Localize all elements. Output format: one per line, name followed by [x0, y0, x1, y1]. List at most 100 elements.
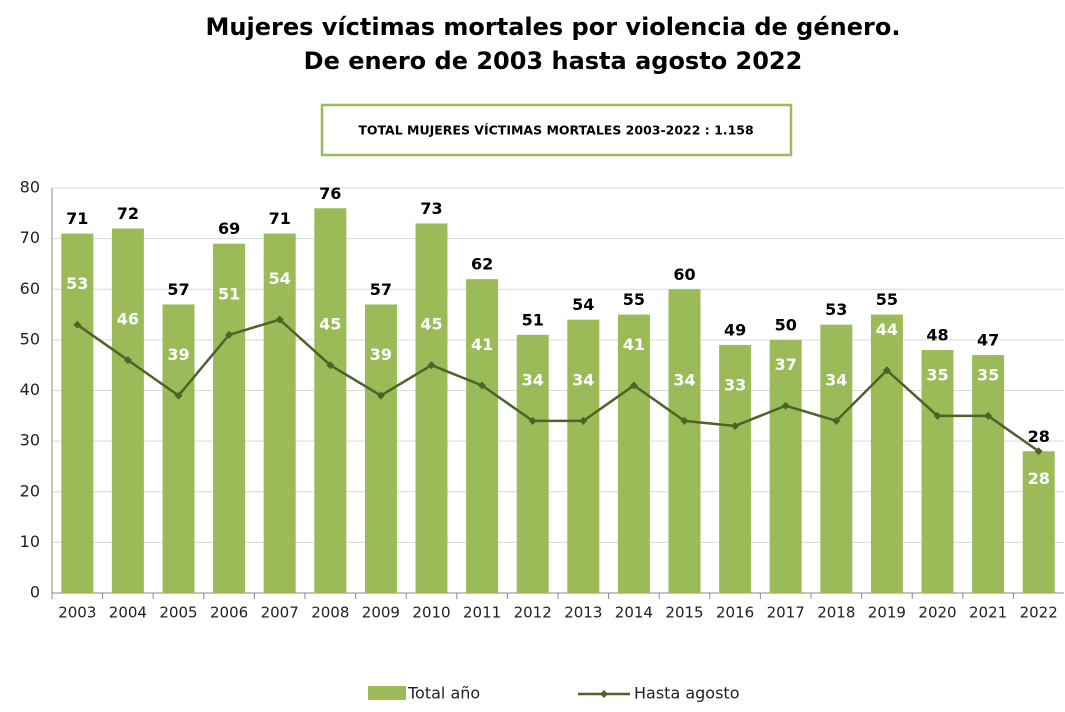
legend-label: Hasta agosto — [634, 684, 739, 703]
bar — [567, 319, 600, 593]
line-value-label: 35 — [977, 365, 999, 384]
line-value-label: 37 — [775, 355, 797, 374]
bar-value-label: 57 — [370, 280, 392, 299]
bar — [466, 279, 499, 593]
line-marker — [123, 356, 132, 365]
bar — [972, 355, 1005, 593]
x-tick-label: 2022 — [1020, 604, 1058, 622]
bar-value-label: 57 — [167, 280, 189, 299]
x-tick-label: 2004 — [109, 604, 147, 622]
x-tick-label: 2011 — [463, 604, 501, 622]
line-marker — [73, 320, 82, 329]
bar-value-label: 71 — [269, 209, 291, 228]
line-marker — [579, 416, 588, 425]
line-value-label: 34 — [572, 370, 594, 389]
line-value-label: 45 — [420, 315, 442, 334]
x-tick-label: 2005 — [159, 604, 197, 622]
legend-label: Total año — [407, 684, 480, 703]
bar-value-label: 76 — [319, 184, 341, 203]
y-tick-label: 70 — [20, 228, 40, 247]
bar — [213, 243, 246, 593]
line-value-label: 41 — [471, 335, 493, 354]
x-tick-label: 2013 — [564, 604, 602, 622]
y-tick-label: 50 — [20, 329, 40, 348]
bar-value-label: 69 — [218, 219, 240, 238]
x-tick-label: 2012 — [514, 604, 552, 622]
bar — [61, 233, 94, 593]
bar-value-label: 60 — [673, 265, 695, 284]
x-tick-label: 2008 — [311, 604, 349, 622]
x-tick-label: 2006 — [210, 604, 248, 622]
line-marker — [174, 391, 183, 400]
bar — [921, 350, 954, 593]
bar — [769, 339, 802, 593]
y-tick-label: 80 — [20, 178, 40, 197]
line-marker — [275, 315, 284, 324]
line-value-label: 41 — [623, 335, 645, 354]
x-tick-label: 2016 — [716, 604, 754, 622]
line-value-label: 44 — [876, 320, 898, 339]
bar-value-label: 73 — [420, 199, 442, 218]
y-tick-label: 0 — [30, 583, 40, 602]
bar — [668, 289, 701, 593]
line-marker — [832, 416, 841, 425]
line-marker — [882, 366, 891, 375]
bar — [820, 324, 853, 593]
bar-value-label: 50 — [775, 315, 797, 334]
line-value-label: 54 — [269, 269, 291, 288]
y-tick-label: 60 — [20, 279, 40, 298]
bar — [364, 304, 397, 593]
x-tick-label: 2015 — [665, 604, 703, 622]
line-value-label: 34 — [673, 370, 695, 389]
bar-value-label: 28 — [1028, 427, 1050, 446]
bar — [870, 314, 903, 593]
bar-value-label: 55 — [623, 290, 645, 309]
bar — [1022, 451, 1055, 593]
bar — [415, 223, 448, 593]
line-marker — [731, 421, 740, 430]
y-tick-label: 40 — [20, 380, 40, 399]
chart-title: Mujeres víctimas mortales por violencia … — [206, 13, 901, 41]
line — [76, 318, 1040, 453]
line-value-label: 39 — [370, 345, 392, 364]
line-value-label: 39 — [167, 345, 189, 364]
x-tick-label: 2021 — [969, 604, 1007, 622]
bar-value-label: 53 — [825, 300, 847, 319]
bar — [263, 233, 296, 593]
x-tick-label: 2003 — [58, 604, 96, 622]
bar-value-label: 72 — [117, 204, 139, 223]
bar — [516, 334, 549, 593]
y-tick-label: 30 — [20, 431, 40, 450]
y-tick-label: 10 — [20, 532, 40, 551]
line-marker — [1034, 447, 1043, 456]
line-marker — [427, 361, 436, 370]
line-value-label: 33 — [724, 375, 746, 394]
line-value-label: 34 — [825, 370, 847, 389]
x-tick-label: 2019 — [868, 604, 906, 622]
line-marker — [984, 411, 993, 420]
bar-value-label: 71 — [66, 209, 88, 228]
x-tick-label: 2020 — [918, 604, 956, 622]
legend-swatch — [368, 686, 406, 700]
legend-marker — [600, 690, 608, 698]
x-tick-label: 2017 — [767, 604, 805, 622]
line-value-label: 35 — [926, 365, 948, 384]
bar — [162, 304, 195, 593]
x-tick-label: 2010 — [412, 604, 450, 622]
line-value-label: 46 — [117, 310, 139, 329]
x-tick-label: 2007 — [261, 604, 299, 622]
bar-value-label: 51 — [522, 310, 544, 329]
y-tick-label: 20 — [20, 481, 40, 500]
chart-subtitle: De enero de 2003 hasta agosto 2022 — [304, 47, 803, 75]
bar-value-label: 47 — [977, 331, 999, 350]
line-marker — [629, 381, 638, 390]
line-marker — [376, 391, 385, 400]
line-marker — [326, 361, 335, 370]
x-tick-label: 2009 — [362, 604, 400, 622]
bar — [111, 228, 144, 593]
line-value-label: 53 — [66, 274, 88, 293]
line-value-label: 51 — [218, 284, 240, 303]
line-marker — [225, 330, 234, 339]
bar-value-label: 48 — [926, 326, 948, 345]
